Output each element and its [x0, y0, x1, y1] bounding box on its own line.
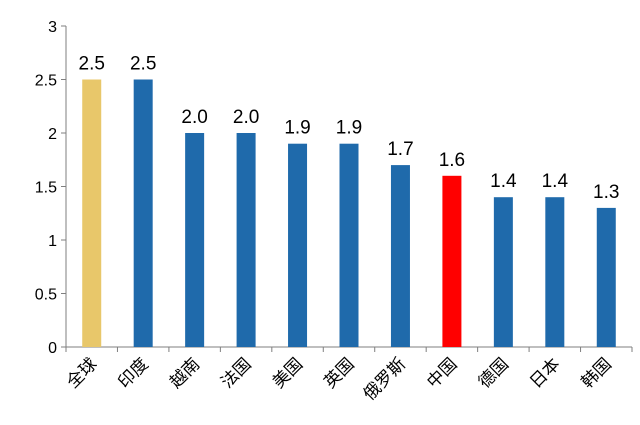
category-labels: 全球 印度 越南 法国 美国 英国 俄罗斯 中国 德国 日本 韩国: [63, 354, 616, 404]
data-label: 2.5: [79, 54, 105, 75]
y-tick-label: 0: [48, 340, 57, 357]
bar: [133, 79, 153, 347]
bar: [545, 197, 565, 347]
bar: [82, 79, 102, 347]
x-tick-label: 俄罗斯: [360, 354, 410, 404]
data-label: 2.0: [181, 107, 207, 128]
bar: [442, 175, 462, 347]
y-axis: 0 0.5 1 1.5 2 2.5 3: [35, 19, 67, 357]
x-axis: [65, 346, 633, 352]
data-label: 1.3: [593, 182, 619, 203]
bar: [596, 207, 616, 347]
data-label: 1.4: [542, 171, 569, 192]
data-label: 1.4: [490, 171, 517, 192]
x-tick-label: 德国: [475, 354, 513, 392]
bar: [288, 143, 308, 347]
x-tick-label: 中国: [423, 354, 461, 392]
y-tick-label: 0.5: [35, 287, 57, 304]
bar: [236, 133, 256, 347]
x-tick-label: 全球: [63, 354, 101, 392]
x-tick-label: 英国: [320, 354, 358, 392]
x-tick-label: 日本: [526, 354, 564, 392]
y-tick-label: 2: [48, 126, 57, 143]
y-tick-label: 1.5: [35, 180, 57, 197]
y-tick-label: 2.5: [35, 73, 57, 90]
bar: [390, 165, 410, 347]
data-label: 2.5: [130, 54, 156, 75]
data-label: 2.0: [233, 107, 259, 128]
data-label: 1.6: [439, 150, 465, 171]
x-tick-label: 美国: [269, 354, 307, 392]
x-tick-label: 印度: [115, 354, 153, 392]
y-tick-label: 1: [48, 233, 57, 250]
bar: [493, 197, 513, 347]
x-tick-label: 韩国: [578, 354, 616, 392]
data-label: 1.7: [387, 139, 413, 160]
data-label: 1.9: [336, 118, 362, 139]
bars: [82, 79, 616, 347]
x-tick-label: 越南: [166, 354, 204, 392]
bar: [185, 133, 205, 347]
y-tick-label: 3: [48, 19, 57, 36]
data-label: 1.9: [284, 118, 310, 139]
bar: [339, 143, 359, 347]
x-tick-label: 法国: [217, 354, 255, 392]
value-labels: 2.5 2.5 2.0 2.0 1.9 1.9 1.7 1.6 1.4 1.4 1.3: [79, 54, 620, 203]
